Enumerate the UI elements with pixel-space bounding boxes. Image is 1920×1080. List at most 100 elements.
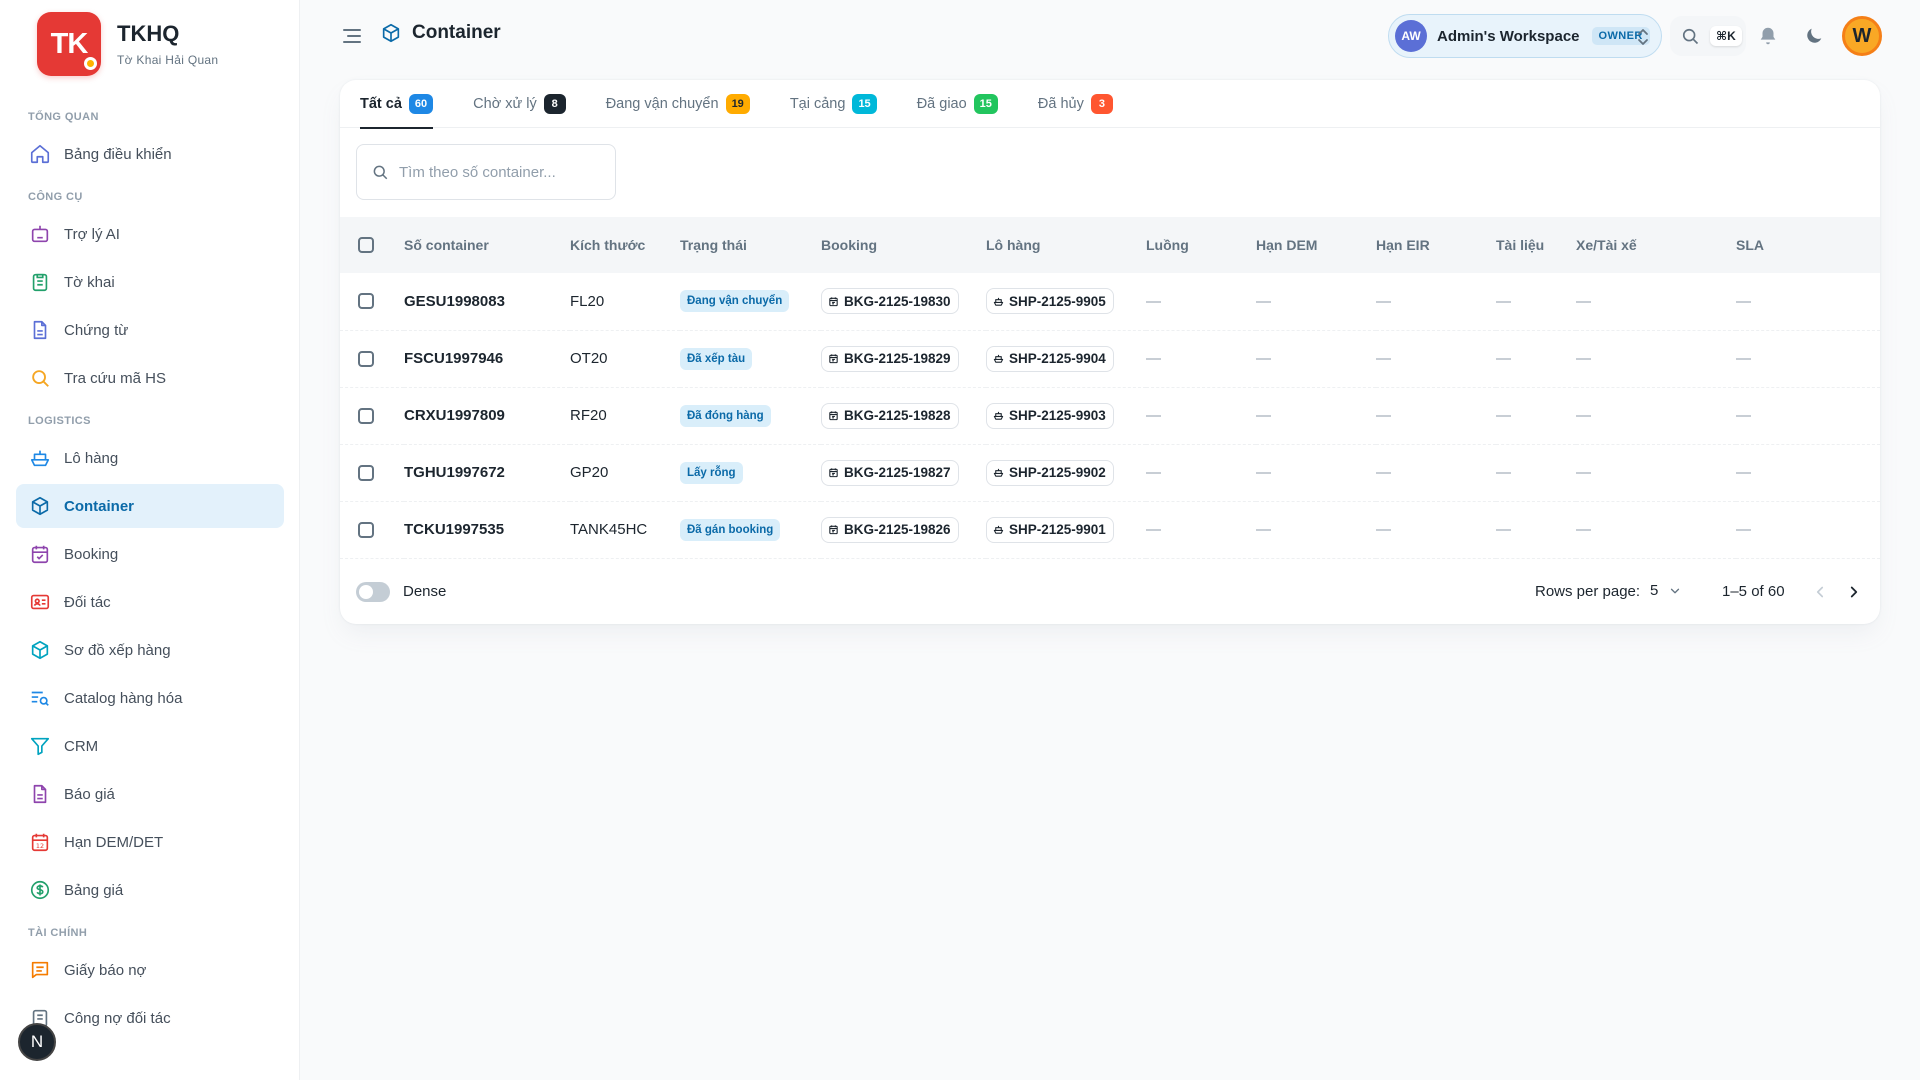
- brand-subtitle: Tờ Khai Hải Quan: [117, 53, 219, 67]
- container-search-field[interactable]: [356, 144, 616, 200]
- status-badge: Đã đóng hàng: [680, 404, 771, 427]
- sidebar-item-label: CRM: [64, 737, 99, 755]
- booking-chip[interactable]: BKG-2125-19828: [821, 402, 959, 429]
- tab-cancelled[interactable]: Đã hủy 3: [1038, 80, 1113, 128]
- column-header[interactable]: Trạng thái: [680, 237, 747, 253]
- eir-deadline-cell: —: [1376, 464, 1391, 481]
- sidebar-item-dashboard[interactable]: Bảng điều khiển: [16, 132, 284, 176]
- column-header[interactable]: Tài liệu: [1496, 237, 1545, 253]
- global-search-button[interactable]: ⌘K: [1670, 16, 1746, 56]
- bell-icon[interactable]: [1754, 22, 1782, 50]
- booking-chip[interactable]: BKG-2125-19827: [821, 459, 959, 486]
- floating-action-button[interactable]: N: [18, 1023, 56, 1061]
- shipment-chip[interactable]: SHP-2125-9901: [986, 516, 1114, 543]
- shipment-chip[interactable]: SHP-2125-9905: [986, 288, 1114, 315]
- sidebar-item-quotes[interactable]: Báo giá: [16, 772, 284, 816]
- tab-pending[interactable]: Chờ xử lý 8: [473, 80, 566, 128]
- shortcut-hint: ⌘K: [1710, 26, 1742, 46]
- booking-chip[interactable]: BKG-2125-19826: [821, 516, 959, 543]
- sidebar-item-documents[interactable]: Chứng từ: [16, 308, 284, 352]
- rows-per-page-select[interactable]: 5: [1650, 580, 1692, 602]
- sidebar-item-stowage-plan[interactable]: Sơ đồ xếp hàng: [16, 628, 284, 672]
- sidebar-item-label: Bảng điều khiển: [64, 145, 172, 163]
- container-number[interactable]: FSCU1997946: [404, 350, 504, 367]
- sidebar-item-declaration[interactable]: Tờ khai: [16, 260, 284, 304]
- sidebar-item-ai-assistant[interactable]: Trợ lý AI: [16, 212, 284, 256]
- eir-deadline-cell: —: [1376, 350, 1391, 367]
- document-icon: [28, 318, 52, 342]
- sidebar-item-partner-debts[interactable]: Công nợ đối tác: [16, 996, 284, 1040]
- sidebar-item-hs-lookup[interactable]: Tra cứu mã HS: [16, 356, 284, 400]
- tab-delivered[interactable]: Đã giao 15: [917, 80, 998, 128]
- column-header[interactable]: Kích thước: [570, 237, 646, 253]
- row-checkbox[interactable]: [358, 407, 374, 424]
- container-search-input[interactable]: [399, 163, 599, 181]
- table-row[interactable]: GESU1998083 FL20 Đang vận chuyển BKG-212…: [340, 273, 1880, 330]
- column-header[interactable]: Luồng: [1146, 237, 1189, 253]
- sidebar-item-label: Catalog hàng hóa: [64, 689, 183, 707]
- column-header[interactable]: SLA: [1736, 237, 1764, 253]
- container-list-card: Tất cả 60 Chờ xử lý 8 Đang vận chuyển 19…: [340, 80, 1880, 624]
- table-row[interactable]: FSCU1997946 OT20 Đã xếp tàu BKG-2125-198…: [340, 330, 1880, 387]
- calendar-icon: [828, 410, 844, 421]
- container-number[interactable]: GESU1998083: [404, 292, 505, 310]
- pagination-range: 1–5 of 60: [1722, 583, 1785, 600]
- moon-icon[interactable]: [1800, 22, 1828, 50]
- booking-number: BKG-2125-19829: [844, 351, 951, 366]
- sidebar-item-price-list[interactable]: Bảng giá: [16, 868, 284, 912]
- shipment-chip[interactable]: SHP-2125-9902: [986, 459, 1114, 486]
- select-all-checkbox[interactable]: [358, 237, 374, 253]
- row-checkbox[interactable]: [358, 464, 374, 481]
- shipment-chip[interactable]: SHP-2125-9903: [986, 402, 1114, 429]
- sidebar-item-shipments[interactable]: Lô hàng: [16, 436, 284, 480]
- sidebar-item-booking[interactable]: Booking: [16, 532, 284, 576]
- table-row[interactable]: TCKU1997535 TANK45HC Đã gán booking BKG-…: [340, 501, 1880, 558]
- row-checkbox[interactable]: [358, 293, 374, 310]
- tab-label: Đã hủy: [1037, 96, 1084, 112]
- row-checkbox[interactable]: [358, 350, 374, 367]
- booking-chip[interactable]: BKG-2125-19830: [821, 288, 959, 315]
- sidebar-item-dem-det[interactable]: 12 Hạn DEM/DET: [16, 820, 284, 864]
- dem-deadline-cell: —: [1256, 521, 1271, 538]
- column-header[interactable]: Booking: [821, 237, 877, 253]
- column-header[interactable]: Hạn EIR: [1376, 237, 1430, 253]
- workspace-switcher[interactable]: AW Admin's Workspace OWNER: [1388, 14, 1662, 58]
- container-number[interactable]: TGHU1997672: [404, 464, 505, 481]
- container-number[interactable]: CRXU1997809: [404, 407, 505, 424]
- brand-logo-text: TK: [50, 27, 89, 60]
- dense-toggle[interactable]: [356, 582, 390, 602]
- cube-icon: [380, 22, 402, 44]
- lane-cell: —: [1146, 292, 1161, 310]
- sidebar-item-catalog[interactable]: Catalog hàng hóa: [16, 676, 284, 720]
- tab-at-port[interactable]: Tại cảng 15: [790, 80, 877, 128]
- sidebar-item-container[interactable]: Container: [16, 484, 284, 528]
- column-header[interactable]: Hạn DEM: [1256, 237, 1318, 253]
- message-lines-icon: [28, 958, 52, 982]
- sidebar-item-partners[interactable]: Đối tác: [16, 580, 284, 624]
- row-checkbox[interactable]: [358, 521, 374, 538]
- column-header[interactable]: Số container: [404, 237, 489, 253]
- tab-label: Chờ xử lý: [473, 96, 537, 112]
- table-row[interactable]: TGHU1997672 GP20 Lấy rỗng BKG-2125-19827…: [340, 444, 1880, 501]
- sidebar-item-debit-notes[interactable]: Giấy báo nợ: [16, 948, 284, 992]
- brand-name: TKHQ: [117, 21, 180, 46]
- container-number[interactable]: TCKU1997535: [404, 521, 505, 538]
- brand-logo: TK: [37, 12, 101, 76]
- sidebar-item-crm[interactable]: CRM: [16, 724, 284, 768]
- booking-chip[interactable]: BKG-2125-19829: [821, 345, 959, 372]
- previous-page-button[interactable]: [1806, 578, 1834, 606]
- next-page-button[interactable]: [1840, 578, 1868, 606]
- tab-in-transit[interactable]: Đang vận chuyển 19: [606, 80, 750, 128]
- shipment-chip[interactable]: SHP-2125-9904: [986, 345, 1114, 372]
- column-header[interactable]: Xe/Tài xế: [1576, 237, 1637, 253]
- tab-all[interactable]: Tất cả 60: [360, 80, 434, 129]
- workspace-name: Admin's Workspace: [1437, 27, 1580, 45]
- home-icon: [28, 142, 52, 166]
- user-avatar[interactable]: W: [1842, 16, 1882, 56]
- menu-toggle-icon[interactable]: [340, 24, 364, 48]
- column-header[interactable]: Lô hàng: [986, 237, 1041, 253]
- status-badge: Đang vận chuyển: [680, 290, 790, 313]
- tab-label: Đã giao: [916, 96, 967, 112]
- table-row[interactable]: CRXU1997809 RF20 Đã đóng hàng BKG-2125-1…: [340, 387, 1880, 444]
- brand[interactable]: TK TKHQ Tờ Khai Hải Quan: [37, 12, 218, 76]
